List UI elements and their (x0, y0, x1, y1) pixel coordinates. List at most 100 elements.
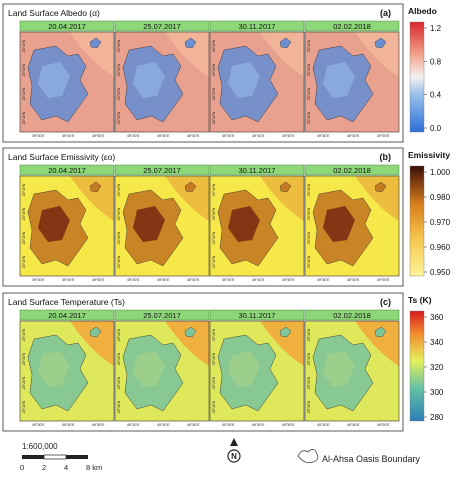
map-frame (114, 320, 210, 422)
boundary-legend-label: Al-Ahsa Oasis Boundary (322, 454, 421, 464)
colorbar-tick-label: 340 (430, 338, 444, 347)
panel-label: (b) (380, 152, 392, 162)
map-frame (114, 175, 210, 277)
lat-label: 25°30'N (212, 352, 216, 365)
map-texture (165, 176, 209, 221)
oasis-core (323, 62, 355, 98)
map-frame (19, 320, 115, 422)
map-frame (19, 31, 115, 133)
lon-label: 49°50'E (282, 278, 295, 282)
lat-label: 25°40'N (307, 39, 311, 52)
map-tile: 25°40'N 25°30'N 25°20'N 25°10'N 49°30'E 49°40… (114, 175, 210, 282)
map-frame (304, 31, 400, 133)
lat-label: 25°20'N (117, 376, 121, 389)
oasis-core (133, 62, 165, 98)
colorbar-tick-label: 0.8 (430, 57, 442, 66)
map-feature (89, 37, 102, 49)
map-tile: 25°40'N 25°30'N 25°20'N 25°10'N 49°30'E 49°40… (209, 320, 305, 427)
date-label: 20.04.2017 (48, 166, 86, 175)
lat-label: 25°20'N (117, 231, 121, 244)
colorbar-tick-label: 0.4 (430, 91, 442, 100)
lat-label: 25°40'N (117, 39, 121, 52)
lat-label: 25°10'N (212, 255, 216, 268)
colorbar-tick-label: 1.2 (430, 24, 442, 33)
colorbar-tick-label: 0.0 (430, 124, 442, 133)
date-header (209, 164, 305, 176)
lon-label: 49°30'E (317, 423, 330, 427)
lat-label: 25°20'N (117, 87, 121, 100)
lat-label: 25°10'N (22, 255, 26, 268)
map-texture (355, 32, 399, 77)
date-label: 25.07.2017 (143, 311, 181, 320)
lat-label: 25°20'N (212, 376, 216, 389)
lon-label: 49°30'E (222, 134, 235, 138)
lon-label: 49°40'E (157, 134, 170, 138)
lat-label: 25°40'N (212, 183, 216, 196)
date-header (209, 309, 305, 321)
lon-label: 49°40'E (252, 278, 265, 282)
lat-label: 25°20'N (22, 376, 26, 389)
scale-seg-3 (66, 455, 88, 459)
lat-label: 25°20'N (22, 231, 26, 244)
colorbar-tick-label: 280 (430, 413, 444, 422)
lat-label: 25°20'N (307, 87, 311, 100)
north-arrow: N (227, 438, 241, 463)
colorbar-tick-label: 0.950 (430, 268, 451, 277)
lon-label: 49°30'E (222, 278, 235, 282)
map-tile: 25°40'N 25°30'N 25°20'N 25°10'N 49°30'E 49°40… (304, 31, 400, 138)
colorbar-title: Albedo (408, 6, 437, 16)
north-circle-icon (227, 449, 241, 463)
date-label: 25.07.2017 (143, 22, 181, 31)
map-texture (260, 321, 304, 366)
map-frame (209, 175, 305, 277)
map-tile: 25°40'N 25°30'N 25°20'N 25°10'N 49°30'E 49°40… (19, 320, 115, 427)
date-label: 30.11.2017 (239, 22, 276, 31)
scale-bar: 1:600,000 0 2 4 8 km (20, 442, 102, 472)
lat-label: 25°30'N (307, 63, 311, 76)
map-feature (279, 37, 292, 49)
lon-label: 49°50'E (377, 423, 390, 427)
oasis-core (228, 62, 260, 98)
map-frame (209, 31, 305, 133)
colorbar (409, 165, 425, 277)
lon-label: 49°50'E (377, 134, 390, 138)
map-texture (260, 176, 304, 221)
panel-title: Land Surface Emissivity (εo) (8, 152, 115, 162)
lon-label: 49°50'E (377, 278, 390, 282)
oasis-core (38, 206, 70, 242)
panel-label: (a) (380, 8, 391, 18)
date-label: 30.11.2017 (239, 166, 276, 175)
map-tile: 25°40'N 25°30'N 25°20'N 25°10'N 49°30'E 49°40… (19, 175, 115, 282)
lat-label: 25°10'N (212, 111, 216, 124)
panels-layer: Land Surface Albedo (α) (a) 20.04.2017 25°4… (2, 3, 451, 432)
lon-label: 49°50'E (282, 134, 295, 138)
lon-label: 49°40'E (157, 423, 170, 427)
lon-label: 49°40'E (347, 423, 360, 427)
lat-label: 25°20'N (212, 231, 216, 244)
colorbar-tick-label: 320 (430, 363, 444, 372)
lat-label: 25°20'N (212, 87, 216, 100)
oasis-core (323, 351, 355, 387)
colorbar-tick-label: 0.960 (430, 243, 451, 252)
lat-label: 25°20'N (22, 87, 26, 100)
colorbar-title: Emissivity (408, 150, 450, 160)
map-feature (374, 181, 387, 193)
lon-label: 49°50'E (187, 278, 200, 282)
date-label: 20.04.2017 (48, 22, 86, 31)
lat-label: 25°40'N (117, 183, 121, 196)
lat-label: 25°30'N (117, 207, 121, 220)
lon-label: 49°30'E (317, 278, 330, 282)
map-feature (184, 37, 197, 49)
date-header (209, 20, 305, 32)
date-label: 02.02.2018 (333, 311, 371, 320)
date-header (304, 309, 400, 321)
map-feature (89, 181, 102, 193)
oasis-core (38, 351, 70, 387)
panel-title: Land Surface Albedo (α) (8, 8, 100, 18)
lon-label: 49°30'E (317, 134, 330, 138)
scale-seg-2 (43, 454, 67, 460)
lon-label: 49°40'E (252, 134, 265, 138)
map-feature (279, 181, 292, 193)
oasis-core (38, 62, 70, 98)
panel-label: (c) (380, 297, 391, 307)
